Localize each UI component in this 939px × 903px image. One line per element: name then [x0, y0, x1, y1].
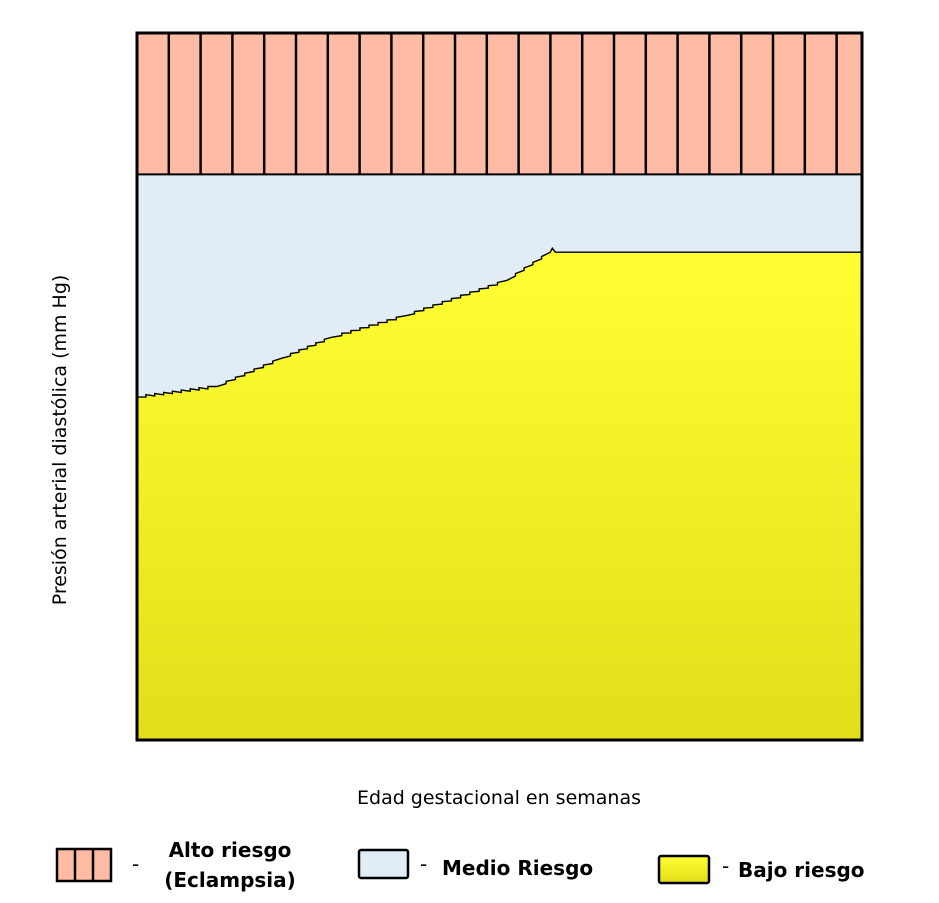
legend-swatch-alto	[55, 847, 113, 883]
legend-label-medio: Medio Riesgo	[442, 856, 594, 880]
region-alto-riesgo	[137, 33, 862, 175]
y-axis-label: Presión arterial diastólica (mm Hg)	[49, 274, 71, 606]
x-axis-label: Edad gestacional en semanas	[357, 787, 641, 809]
legend-sublabel-alto: (Eclampsia)	[164, 868, 296, 892]
boundary-bajo-medio	[137, 246, 862, 398]
legend-dash-bajo: -	[722, 854, 730, 878]
legend-dash-alto: -	[132, 852, 140, 876]
legend-label-bajo: Bajo riesgo	[738, 858, 865, 882]
legend-swatch-bajo	[657, 854, 711, 885]
region-bajo-riesgo	[137, 248, 862, 740]
legend-swatch-medio	[357, 848, 410, 880]
legend-label-alto: Alto riesgo	[168, 838, 292, 862]
legend-dash-medio: -	[420, 852, 428, 876]
plot-frame	[135, 31, 864, 742]
